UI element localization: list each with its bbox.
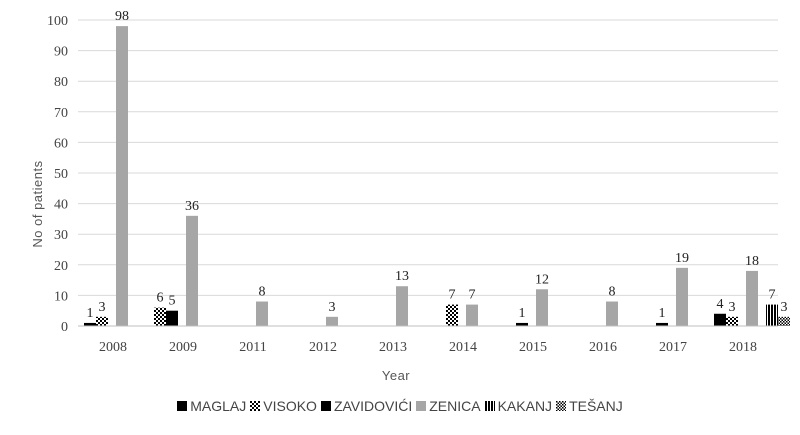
- data-label: 19: [675, 251, 689, 266]
- y-tick-label: 50: [54, 167, 68, 182]
- bar-zavidovići-2009: [166, 310, 178, 326]
- y-tick-label: 90: [54, 45, 68, 60]
- data-label: 3: [99, 300, 106, 315]
- legend-item-visoko: VISOKO: [250, 398, 317, 414]
- legend-label: TEŠANJ: [569, 398, 623, 414]
- data-label: 7: [449, 288, 456, 303]
- legend-item-tešanj: TEŠANJ: [556, 398, 623, 414]
- legend-label: ZAVIDOVIĆI: [333, 398, 413, 414]
- y-tick-label: 100: [47, 14, 68, 29]
- bar-zenica-2018: [746, 270, 758, 326]
- data-label: 8: [259, 285, 266, 300]
- bar-visoko-2018: [726, 316, 738, 326]
- bar-tešanj-2018: [778, 316, 790, 326]
- bar-maglaj-2018: [714, 313, 726, 326]
- y-tick-label: 10: [54, 289, 68, 304]
- data-label: 7: [769, 288, 776, 303]
- x-tick-label: 2016: [589, 340, 617, 355]
- x-tick-label: 2009: [169, 340, 197, 355]
- x-tick-label: 2014: [449, 340, 477, 355]
- data-label: 6: [157, 291, 164, 306]
- bar-zenica-2012: [326, 316, 338, 326]
- y-tick-label: 20: [54, 259, 68, 274]
- x-axis: 2008 2009 2011 2012 2013 2014 2015 2016 2017 2018: [78, 325, 778, 355]
- data-label: 12: [535, 272, 549, 287]
- x-tick-label: 2017: [659, 340, 687, 355]
- data-label: 3: [781, 300, 788, 315]
- y-tick-label: 60: [54, 136, 68, 151]
- legend-label: VISOKO: [263, 398, 317, 414]
- y-axis: 0 10 20 30 40 50 60 70 80 90 100: [47, 14, 68, 335]
- x-axis-title: Year: [382, 368, 410, 383]
- x-tick-label: 2011: [239, 340, 266, 355]
- data-label: 7: [469, 288, 476, 303]
- bar-zenica-2011: [256, 301, 268, 326]
- y-tick-label: 40: [54, 198, 68, 213]
- legend-item-kakanj: KAKANJ: [484, 398, 553, 414]
- legend-item-zenica: ZENICA: [416, 398, 481, 414]
- x-tick-label: 2013: [379, 340, 407, 355]
- bar-zenica-2017: [676, 267, 688, 326]
- legend-swatch: [556, 401, 567, 411]
- legend-item-zavidovići: ZAVIDOVIĆI: [320, 398, 413, 414]
- bar-zenica-2014: [466, 304, 478, 326]
- x-tick-label: 2015: [519, 340, 547, 355]
- bar-zenica-2013: [396, 286, 408, 326]
- data-label: 13: [395, 269, 409, 284]
- legend-label: KAKANJ: [497, 398, 553, 414]
- legend-swatch: [250, 401, 261, 411]
- legend-swatch: [177, 401, 188, 411]
- bar-maglaj-2015: [516, 322, 528, 326]
- data-label: 1: [659, 306, 666, 321]
- data-label: 18: [745, 254, 759, 269]
- legend-label: MAGLAJ: [190, 398, 247, 414]
- data-label: 8: [609, 285, 616, 300]
- legend-item-maglaj: MAGLAJ: [177, 398, 246, 414]
- y-tick-label: 70: [54, 106, 68, 121]
- bar-maglaj-2017: [656, 322, 668, 326]
- legend-label: ZENICA: [429, 398, 481, 414]
- data-label: 3: [729, 300, 736, 315]
- data-label: 1: [87, 306, 94, 321]
- x-tick-label: 2008: [99, 340, 127, 355]
- y-tick-label: 80: [54, 75, 68, 90]
- x-tick-label: 2012: [309, 340, 337, 355]
- legend-swatch: [416, 401, 427, 411]
- data-label: 4: [717, 297, 724, 312]
- data-label: 5: [169, 294, 176, 309]
- y-tick-label: 0: [61, 320, 68, 335]
- data-label: 1: [519, 306, 526, 321]
- bar-maglaj-2008: [84, 322, 96, 326]
- data-label: 3: [329, 300, 336, 315]
- bar-zenica-2016: [606, 301, 618, 326]
- x-tick-label: 2018: [729, 340, 757, 355]
- bar-zenica-2008: [116, 26, 128, 327]
- legend-swatch: [320, 401, 331, 411]
- legend: MAGLAJ VISOKO ZAVIDOVIĆI ZENICA KAKANJ TEŠANJ: [0, 398, 800, 414]
- bar-zenica-2009: [186, 215, 198, 326]
- data-label: 36: [185, 199, 199, 214]
- bar-visoko-2014: [446, 304, 458, 326]
- data-label: 98: [115, 9, 129, 24]
- bar-visoko-2009: [154, 307, 166, 326]
- legend-swatch: [484, 401, 495, 411]
- y-tick-label: 30: [54, 228, 68, 243]
- bar-visoko-2008: [96, 316, 108, 326]
- y-axis-title: No of patients: [30, 160, 45, 247]
- bar-kakanj-2018: [766, 304, 778, 326]
- gridlines: [78, 19, 778, 296]
- bar-zenica-2015: [536, 289, 548, 326]
